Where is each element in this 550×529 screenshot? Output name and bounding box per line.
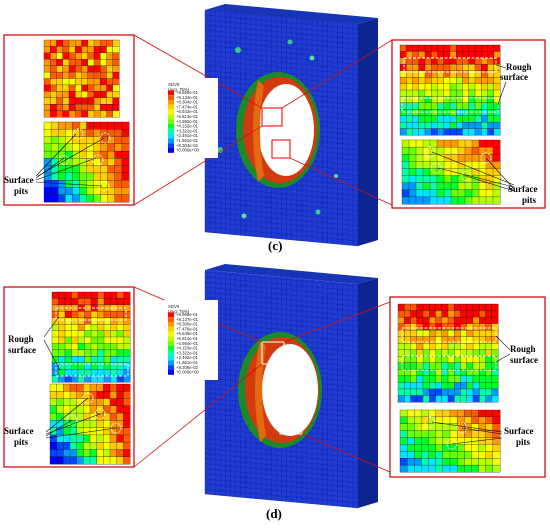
left-pits-label-1: Surface xyxy=(4,175,34,185)
legend-swatch xyxy=(168,109,174,115)
right-pits-label-2: pits xyxy=(522,195,537,205)
legend-swatch xyxy=(168,124,174,129)
legend-value: +8.306e-01 xyxy=(176,322,198,327)
right-bottom-mesh-patch xyxy=(399,409,501,473)
legend-swatch xyxy=(168,370,174,375)
legend-swatch xyxy=(168,138,174,144)
right-top-mesh-patch xyxy=(399,44,501,136)
left-pits-label-1: Surface xyxy=(4,426,34,436)
legend-swatch xyxy=(168,90,174,96)
legend-value: +7.474e-01 xyxy=(176,104,198,109)
right-pits-label-2: pits xyxy=(516,437,531,447)
legend-swatch xyxy=(168,100,174,105)
legend-title: SDV9 xyxy=(168,304,180,309)
zoom-connector-lines xyxy=(133,34,393,206)
plate-3d-model xyxy=(204,264,378,509)
legend-swatch xyxy=(168,360,174,366)
legend-value: +8.306e-02 xyxy=(176,365,198,370)
hole-inner-wall xyxy=(258,84,314,176)
right-rough-label-2: surface xyxy=(500,72,528,82)
legend-swatch xyxy=(168,95,174,100)
legend-value: +7.476e-01 xyxy=(176,326,198,331)
legend-swatch xyxy=(168,119,174,124)
legend-swatch xyxy=(168,317,174,322)
legend-value: +9.137e-01 xyxy=(176,317,198,322)
legend-value: +4.982e-01 xyxy=(176,119,198,124)
left-pits-label-2: pits xyxy=(14,186,29,196)
legend-subtitle: (Avg: 75%) xyxy=(168,309,190,314)
left-bottom-mesh-patch xyxy=(43,121,130,203)
legend-value: +6.643e-01 xyxy=(176,109,198,114)
left-top-mesh-patch xyxy=(51,291,131,383)
figure-panel-d: Rough surface Surface pits Rough surface… xyxy=(0,262,550,524)
legend-value: +0.000e+00 xyxy=(176,370,200,375)
legend-swatch xyxy=(168,148,174,153)
right-top-mesh-patch xyxy=(397,303,499,403)
legend-swatch xyxy=(168,104,174,110)
legend-value: +4.984e-01 xyxy=(176,341,198,346)
legend-title: SDV9 xyxy=(168,82,180,87)
figure-panel-c: Surface pits Rough surface Surface pits … xyxy=(0,0,550,262)
right-pits-label-1: Surface xyxy=(504,426,534,436)
left-pits-label-2: pits xyxy=(14,437,29,447)
legend-value: +9.966e-01 xyxy=(176,312,198,317)
legend-value: +0.000e+00 xyxy=(176,148,200,153)
left-zoom-frame: Rough surface Surface pits xyxy=(3,286,135,468)
color-legend: SDV9 (Avg: 75%) +9.966e-01+9.137e-01+8.3… xyxy=(164,300,218,380)
legend-value: +1.661e-01 xyxy=(176,138,198,143)
legend-swatch xyxy=(168,128,174,134)
legend-value: +3.322e-01 xyxy=(176,128,198,133)
panel-caption: (c) xyxy=(268,238,282,253)
legend-swatch xyxy=(168,312,174,318)
left-rough-label-2: surface xyxy=(8,345,36,355)
legend-value: +9.134e-01 xyxy=(176,95,198,100)
legend-swatch xyxy=(168,322,174,327)
legend-value: +8.304e-01 xyxy=(176,100,198,105)
right-rough-label-1: Rough xyxy=(506,62,532,72)
right-zoom-frame: Rough surface Surface pits xyxy=(389,296,546,478)
right-bottom-mesh-patch xyxy=(401,139,501,205)
legend-value: +2.491e-01 xyxy=(176,133,198,138)
panel-caption: (d) xyxy=(266,506,282,521)
legend-subtitle: (Avg: 75%) xyxy=(168,87,190,92)
right-rough-label-2: surface xyxy=(510,355,538,365)
legend-swatch xyxy=(168,341,174,346)
left-bottom-mesh-patch xyxy=(49,383,131,465)
legend-swatch xyxy=(168,331,174,337)
legend-value: +1.661e-01 xyxy=(176,360,198,365)
legend-value: +4.153e-01 xyxy=(176,346,198,351)
legend-swatch xyxy=(168,346,174,351)
legend-swatch xyxy=(168,326,174,332)
right-pits-label-1: Surface xyxy=(508,184,538,194)
legend-swatch xyxy=(168,133,174,139)
color-legend: SDV9 (Avg: 75%) +9.565e-01+9.134e-01+8.3… xyxy=(164,78,218,158)
left-zoom-frame: Surface pits xyxy=(3,34,135,206)
legend-swatch xyxy=(168,114,174,120)
panel-c-svg: Surface pits Rough surface Surface pits … xyxy=(3,4,546,253)
legend-value: +5.813e-01 xyxy=(176,114,198,119)
legend-swatch xyxy=(168,143,174,148)
legend-value: +2.492e-01 xyxy=(176,355,198,360)
legend-value: +9.565e-01 xyxy=(176,90,198,95)
legend-value: +8.304e-02 xyxy=(176,143,198,148)
legend-swatch xyxy=(168,336,174,342)
legend-swatch xyxy=(168,350,174,356)
legend-value: +3.322e-01 xyxy=(176,350,198,355)
legend-value: +5.814e-01 xyxy=(176,336,198,341)
legend-swatch xyxy=(168,365,174,370)
right-rough-label-1: Rough xyxy=(510,344,536,354)
hole-inner-wall xyxy=(262,344,318,436)
right-zoom-frame: Rough surface Surface pits xyxy=(391,39,546,209)
left-top-mesh-patch xyxy=(43,39,120,118)
plate-3d-model xyxy=(204,4,378,247)
legend-value: +6.645e-01 xyxy=(176,331,198,336)
legend-value: +4.152e-01 xyxy=(176,124,198,129)
left-rough-label-1: Rough xyxy=(8,334,34,344)
legend-swatch xyxy=(168,355,174,361)
panel-d-svg: Rough surface Surface pits Rough surface… xyxy=(3,264,546,521)
